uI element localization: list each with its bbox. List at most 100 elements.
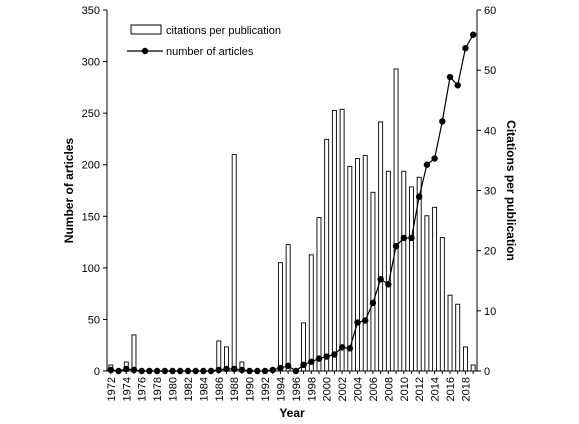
bar — [216, 340, 222, 372]
bar — [409, 186, 414, 372]
bar — [339, 108, 345, 372]
bar — [331, 110, 337, 372]
x-tick-label: 2002 — [337, 377, 349, 401]
data-point — [431, 155, 438, 162]
bar — [424, 215, 430, 372]
x-tick-label: 1978 — [152, 377, 164, 401]
data-point — [308, 358, 315, 365]
data-point — [323, 353, 330, 360]
x-tick-label: 2016 — [445, 377, 457, 401]
right-tick-label: 10 — [484, 306, 496, 318]
data-point — [439, 118, 446, 125]
bar-series-citations — [108, 68, 476, 372]
x-tick-label: 1972 — [106, 377, 118, 401]
data-point — [408, 234, 415, 242]
x-tick-label: 2014 — [430, 377, 442, 401]
bar — [378, 121, 384, 372]
x-tick-label: 1988 — [229, 377, 241, 401]
bar — [447, 294, 453, 372]
x-axis-title: Year — [279, 406, 305, 420]
legend: citations per publication number of arti… — [127, 24, 281, 58]
right-y-axis-title: Citations per publication — [504, 120, 518, 261]
right-tick-label: 40 — [484, 125, 496, 137]
data-point — [269, 366, 276, 374]
data-point — [462, 44, 469, 52]
data-point — [469, 31, 477, 38]
bar — [393, 68, 399, 372]
data-point — [385, 281, 392, 288]
data-point — [277, 364, 284, 372]
left-tick-label: 50 — [88, 314, 100, 326]
data-point — [338, 344, 346, 351]
legend-line-marker — [141, 47, 149, 55]
data-point — [331, 351, 338, 358]
x-tick-label: 2000 — [322, 377, 334, 401]
bar — [285, 244, 291, 372]
left-tick-label: 250 — [82, 108, 100, 120]
bar — [324, 138, 330, 372]
bar — [370, 191, 376, 372]
x-tick-label: 1974 — [121, 377, 133, 401]
data-point — [415, 193, 423, 200]
data-point — [107, 366, 115, 374]
x-tick-label: 1998 — [306, 377, 318, 401]
data-point — [446, 73, 454, 81]
right-tick-label: 20 — [484, 246, 496, 258]
bar — [470, 364, 476, 372]
x-tick-label: 2006 — [368, 377, 380, 401]
left-tick-label: 350 — [82, 5, 100, 17]
bar — [401, 170, 407, 372]
left-tick-label: 0 — [94, 366, 100, 378]
legend-label-articles: number of articles — [166, 46, 254, 58]
data-point — [130, 366, 138, 374]
data-point — [315, 355, 323, 362]
right-tick-label: 60 — [484, 5, 496, 17]
data-point — [362, 317, 369, 324]
data-point — [423, 161, 431, 168]
right-tick-label: 0 — [484, 366, 490, 378]
x-tick-label: 1984 — [198, 377, 210, 401]
data-point — [346, 345, 354, 352]
x-tick-label: 1994 — [275, 377, 287, 401]
bar — [439, 236, 445, 372]
x-tick-label: 1982 — [183, 377, 195, 401]
x-tick-label: 2004 — [353, 377, 365, 401]
bar — [362, 155, 368, 372]
x-tick-label: 1986 — [214, 377, 226, 401]
data-point — [454, 82, 461, 89]
bar — [277, 262, 283, 372]
x-tick-label: 2008 — [383, 377, 395, 401]
bar — [347, 165, 353, 372]
x-tick-label: 2012 — [414, 377, 426, 401]
data-point — [284, 362, 292, 370]
x-tick-label: 2018 — [460, 377, 472, 401]
data-point — [377, 276, 384, 283]
x-tick-label: 1980 — [168, 377, 180, 401]
legend-bar-swatch — [130, 24, 162, 35]
x-tick-label: 1976 — [137, 377, 149, 401]
x-tick-label: 2010 — [399, 377, 411, 401]
bar — [231, 153, 237, 372]
x-tick-label: 1992 — [260, 377, 272, 401]
data-point — [215, 366, 222, 374]
right-tick-label: 30 — [484, 186, 496, 198]
bar — [385, 170, 391, 372]
bar — [355, 158, 360, 372]
left-tick-label: 150 — [82, 211, 100, 223]
right-y-axis: 0 10 20 30 40 50 60 — [477, 5, 496, 378]
data-point — [238, 366, 246, 374]
x-tick-label: 1996 — [291, 377, 303, 401]
left-y-axis: 0 50 100 150 200 250 300 350 — [82, 5, 107, 378]
bar — [316, 217, 322, 372]
data-point — [300, 361, 307, 369]
left-y-axis-title: Number of articles — [62, 137, 76, 243]
left-tick-label: 100 — [82, 263, 100, 275]
bar — [131, 334, 137, 372]
left-tick-label: 300 — [82, 57, 100, 69]
x-axis: 1972 1974 1976 1978 1980 1982 1984 1986 1988 1990… — [106, 371, 474, 401]
bar — [308, 254, 314, 372]
left-tick-label: 200 — [82, 160, 100, 172]
legend-label-citations: citations per publication — [166, 25, 281, 37]
bar — [455, 303, 461, 372]
